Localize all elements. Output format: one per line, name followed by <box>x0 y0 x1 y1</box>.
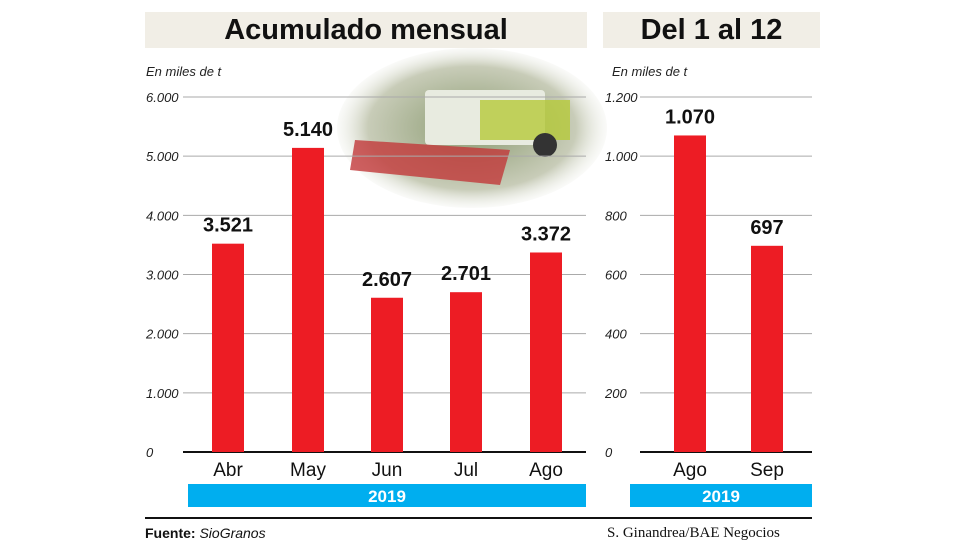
y-tick-label: 1.000 <box>605 149 638 164</box>
y-tick-label: 800 <box>605 208 627 223</box>
bar-Ago <box>530 252 562 452</box>
y-tick-label: 1.200 <box>605 90 638 105</box>
data-label: 5.140 <box>283 119 333 141</box>
x-tick-label: Jun <box>372 460 403 481</box>
y-tick-label: 2.000 <box>145 327 179 342</box>
x-tick-label: Ago <box>529 460 563 481</box>
year-label: 2019 <box>368 487 406 506</box>
data-label: 697 <box>750 217 783 239</box>
bar-Ago <box>674 135 706 453</box>
y-unit-label-monthly: En miles de t <box>146 64 222 79</box>
data-label: 2.701 <box>441 263 491 285</box>
y-tick-label: 6.000 <box>146 90 179 105</box>
x-tick-label: Sep <box>750 460 784 481</box>
bar-Abr <box>212 243 244 452</box>
bar-Sep <box>751 245 783 452</box>
year-band <box>188 484 586 507</box>
y-tick-label: 0 <box>146 445 154 460</box>
source: Fuente: SioGranos <box>145 525 266 541</box>
data-label: 3.372 <box>521 223 571 245</box>
bar-Jul <box>450 292 482 452</box>
x-tick-label: Jul <box>454 460 478 481</box>
chart-title-days: Del 1 al 12 <box>603 12 820 48</box>
source-label: Fuente: <box>145 525 196 541</box>
bar-Jun <box>371 297 403 452</box>
harvester-photo <box>337 48 607 208</box>
source-name: SioGranos <box>199 525 266 541</box>
y-tick-label: 3.000 <box>146 268 179 283</box>
y-tick-label: 1.000 <box>146 386 179 401</box>
x-tick-label: May <box>290 460 326 481</box>
year-band <box>630 484 812 507</box>
y-tick-label: 4.000 <box>146 208 179 223</box>
y-unit-label-days: En miles de t <box>612 64 688 79</box>
x-tick-label: Abr <box>213 460 243 481</box>
credit: S. Ginandrea/BAE Negocios <box>607 525 780 541</box>
y-tick-label: 600 <box>605 268 627 283</box>
y-tick-label: 200 <box>604 386 627 401</box>
y-tick-label: 0 <box>605 445 613 460</box>
year-label: 2019 <box>702 487 740 506</box>
data-label: 2.607 <box>362 269 412 291</box>
data-label: 3.521 <box>203 215 253 237</box>
data-label: 1.070 <box>665 106 715 128</box>
y-tick-label: 5.000 <box>146 149 179 164</box>
chart-title-monthly: Acumulado mensual <box>145 12 587 48</box>
y-tick-label: 400 <box>605 327 627 342</box>
bar-May <box>292 147 324 452</box>
x-tick-label: Ago <box>673 460 707 481</box>
